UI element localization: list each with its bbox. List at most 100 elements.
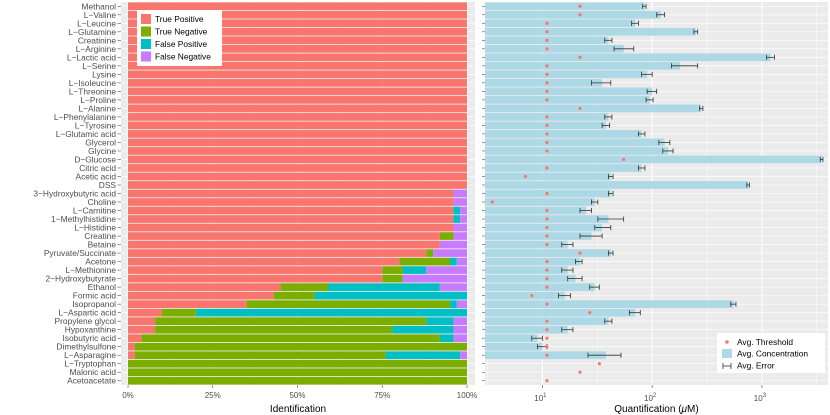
error-bar-acetic-acid — [608, 173, 614, 180]
bar-false-negative-hypoxanthine — [453, 325, 467, 334]
bar-false-positive-l-methionine — [402, 266, 427, 274]
concentration-bar-hypoxanthine — [485, 325, 568, 334]
bar-true-negative-l-aspartic-acid — [161, 308, 196, 317]
category-label-methanol: Methanol — [82, 1, 117, 11]
bar-true-positive-l-lactic-acid — [128, 53, 467, 62]
threshold-point-l-carnitine — [545, 208, 549, 213]
bar-true-positive-betaine — [128, 240, 440, 249]
bar-true-positive-glycerol — [128, 138, 467, 147]
bar-false-negative-l-methionine — [426, 266, 467, 274]
bar-true-negative-2-hydroxybutyrate — [382, 274, 403, 283]
bar-true-negative-isobutyric-acid — [141, 334, 440, 343]
concentration-bar-l-valine — [485, 10, 661, 19]
category-label-l-phenylalanine: L−Phenylalanine — [54, 112, 117, 122]
threshold-point-creatinine — [545, 38, 549, 42]
bar-true-positive-l-leucine — [128, 19, 467, 28]
error-bar-l-tyrosine — [601, 122, 611, 129]
category-label-malonic-acid: Malonic acid — [69, 367, 116, 377]
identification-panel: 0% 25% 50% 75% 100% Identification — [121, 2, 477, 415]
bar-true-positive-l-glutamine — [128, 27, 467, 36]
bar-true-positive-l-valine — [128, 10, 467, 19]
bar-false-positive-propylene-glycol — [426, 317, 454, 325]
category-labels: MethanolL−ValineL−LeucineL−GlutamineCrea… — [33, 1, 485, 386]
bar-false-positive-l-asparagine — [385, 351, 461, 360]
x-axis-title-quantification: Quantification (μM) — [614, 404, 698, 415]
bar-true-positive-propylene-glycol — [128, 317, 156, 325]
error-bar-1-methylhistidine — [597, 216, 625, 222]
threshold-point-l-isoleucine — [545, 81, 549, 85]
threshold-point-l-tyrosine — [545, 123, 549, 128]
bar-true-positive-l-tyrosine — [128, 121, 467, 130]
bar-false-negative-2-hydroxybutyrate — [402, 274, 467, 283]
bar-true-positive-creatinine — [128, 36, 467, 45]
error-bar-l-glutamic-acid — [638, 131, 646, 137]
threshold-point-2-hydroxybutyrate — [545, 277, 549, 281]
concentration-bar-methanol — [485, 2, 645, 11]
threshold-point-l-tryptophan — [597, 362, 601, 366]
identification-legend: True Positive True Negative False Positive… — [137, 10, 222, 66]
bar-true-positive-l-phenylalanine — [128, 113, 467, 121]
bar-false-positive-isobutyric-acid — [439, 334, 454, 343]
concentration-bar-formic-acid — [485, 291, 565, 300]
concentration-bar-l-lactic-acid — [485, 53, 771, 62]
bar-false-negative-pyruvate-succinate — [433, 249, 467, 257]
bar-true-positive-acetic-acid — [128, 172, 467, 181]
category-label-l-tryptophan: L−Tryptophan — [64, 359, 116, 369]
bar-false-positive-1-methylhistidine — [453, 215, 461, 223]
bar-true-negative-propylene-glycol — [155, 317, 427, 325]
bar-false-negative-ethanol — [439, 283, 467, 291]
bar-true-positive-l-carnitine — [128, 206, 454, 215]
threshold-point-ethanol — [545, 285, 549, 289]
error-bar-hypoxanthine — [561, 327, 574, 333]
error-bar-ethanol — [589, 284, 600, 290]
category-label-dimethylsulfone: Dimethylsulfone — [56, 342, 116, 352]
bar-false-negative-creatine — [453, 232, 467, 240]
error-bar-citric-acid — [638, 165, 646, 171]
legend-key-true-positive — [141, 14, 151, 24]
error-bar-propylene-glycol — [604, 318, 613, 324]
concentration-bar-l-carnitine — [485, 206, 587, 215]
error-bar-l-arginine — [613, 46, 635, 52]
error-bar-d-glucose — [819, 156, 824, 163]
error-bar-l-aspartic-acid — [628, 310, 641, 316]
bar-false-positive-l-carnitine — [453, 206, 461, 215]
bar-true-negative-acetoacetate — [128, 376, 467, 385]
bar-true-positive-l-methionine — [128, 266, 383, 274]
concentration-bar-l-histidine — [485, 223, 603, 232]
threshold-point-l-asparagine — [545, 353, 549, 357]
x-tick-label-100: 100% — [457, 391, 477, 400]
bar-false-negative-acetone — [456, 257, 467, 266]
threshold-point-isopropanol — [545, 302, 549, 306]
x-tick-label-log: 102 — [644, 393, 657, 403]
error-bar-l-asparagine — [587, 352, 622, 358]
bar-true-negative-l-asparagine — [134, 351, 386, 360]
concentration-bar-dimethylsulfone — [485, 342, 543, 351]
threshold-point-l-phenylalanine — [545, 115, 549, 119]
concentration-bar-l-serine — [485, 62, 681, 70]
error-bar-methanol — [642, 3, 647, 9]
error-bar-2-hydroxybutyrate — [567, 276, 583, 282]
error-bar-l-threonine — [646, 88, 658, 94]
bar-true-negative-l-tryptophan — [128, 359, 467, 368]
x-tick-label-75: 75% — [374, 391, 390, 400]
bar-true-negative-hypoxanthine — [155, 325, 393, 334]
legend-label-false-negative: False Negative — [155, 52, 211, 62]
threshold-point-d-glucose — [622, 157, 626, 162]
threshold-point-creatine — [545, 234, 549, 238]
legend-label-false-positive: False Positive — [155, 39, 207, 49]
bar-false-negative-isobutyric-acid — [453, 334, 467, 343]
threshold-point-l-glutamic-acid — [545, 132, 549, 136]
category-label-glycerol: Glycerol — [85, 137, 116, 147]
threshold-point-l-proline — [545, 98, 549, 102]
concentration-bar-isopropanol — [485, 300, 734, 308]
bar-false-positive-formic-acid — [314, 291, 467, 300]
category-label-l-asparagine: L−Asparagine — [64, 350, 116, 360]
error-bar-l-histidine — [594, 224, 612, 231]
error-bar-l-glutamine — [693, 29, 699, 35]
error-bar-glycerol — [658, 139, 671, 146]
error-bar-creatinine — [604, 37, 613, 43]
bar-true-positive-3-hydroxybutyric-acid — [128, 189, 454, 198]
bar-true-positive-l-alanine — [128, 104, 467, 113]
threshold-point-l-glutamine — [545, 30, 549, 34]
threshold-point-hypoxanthine — [545, 328, 549, 332]
